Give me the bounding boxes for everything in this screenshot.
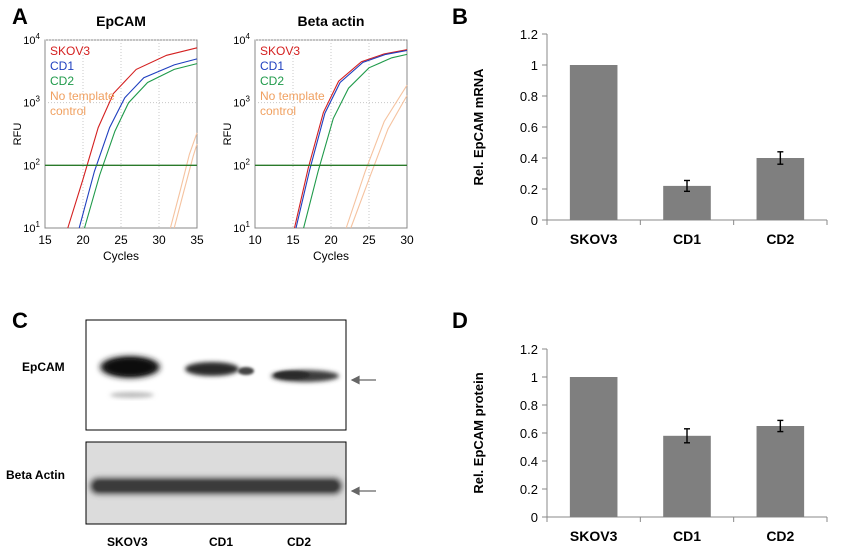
bar-cd2 — [756, 158, 805, 220]
bar-cd1 — [663, 435, 711, 517]
qpcr-x-tick-label: 20 — [76, 233, 90, 247]
qpcr-curve-4 — [345, 84, 408, 229]
qpcr-x-tick-label: 20 — [324, 233, 338, 247]
qpcr-curves — [67, 47, 198, 229]
qpcr-legend-entry: No template — [50, 89, 115, 103]
qpcr-x-tick-label: 25 — [362, 233, 376, 247]
blot-lane-label-cd2: CD2 — [287, 535, 312, 549]
bar-y-tick-label: 0.6 — [520, 426, 538, 441]
blot-row-label-epcam: EpCAM — [22, 360, 65, 374]
bar-category-label: CD2 — [766, 231, 794, 247]
bar-category-label: SKOV3 — [570, 528, 618, 544]
qpcr-y-tick-label: 101 — [23, 220, 40, 235]
panel-label-c: C — [12, 308, 28, 333]
bar-y-tick-label: 0 — [531, 213, 538, 228]
qpcr-legend-entry: control — [50, 104, 86, 118]
qpcr-y-tick-label: 102 — [23, 157, 40, 172]
qpcr-curve-2 — [78, 58, 198, 229]
qpcr-plot-1: EpCAM 15 20 25 30 35 Cycles 101 102 103 104 RFU SKOV… — [12, 13, 204, 263]
bar-y-tick-label: 1 — [531, 370, 538, 385]
bar-y-tick-label: 0.2 — [520, 482, 538, 497]
band-beta-actin — [90, 478, 342, 494]
qpcr-x-tick-label: 25 — [114, 233, 128, 247]
qpcr-legend-entry: CD2 — [50, 74, 74, 88]
panel-label-a: A — [12, 4, 28, 29]
qpcr-legend-entry: CD2 — [260, 74, 284, 88]
band-epcam-skov3 — [100, 356, 160, 378]
qpcr-legend-entry: control — [260, 104, 296, 118]
qpcr-x-tick-label: 35 — [190, 233, 204, 247]
qpcr-legend-entry: CD1 — [50, 59, 74, 73]
arrow-epcam — [350, 375, 376, 385]
qpcr-legend-entry: SKOV3 — [50, 44, 90, 58]
qpcr-y-tick-label: 103 — [23, 95, 40, 110]
bar-y-tick-label: 0.4 — [520, 151, 538, 166]
panel-label-b: B — [452, 4, 468, 29]
qpcr-x-axis-label: Cycles — [103, 249, 139, 263]
qpcr-curve-2 — [295, 49, 408, 229]
mrna-bar-chart: 0 0.2 0.4 0.6 0.8 1 1.2 SKOV3 CD1 CD2 Rel. EpCAM m… — [471, 27, 828, 247]
bar-y-tick-label: 1 — [531, 58, 538, 73]
bar-category-label: CD2 — [766, 528, 794, 544]
error-bar-cd2 — [777, 151, 784, 165]
qpcr-curve-1 — [293, 49, 408, 229]
bar-y-tick-label: 0.8 — [520, 398, 538, 413]
qpcr-curve-1 — [67, 47, 198, 229]
qpcr-curve-3 — [303, 53, 408, 229]
bar-y-tick-label: 1.2 — [520, 342, 538, 357]
qpcr-y-tick-label: 104 — [23, 32, 40, 47]
qpcr-panel: EpCAM 15 20 25 30 35 Cycles 101 102 103 104 RFU SKOV… — [12, 13, 414, 263]
qpcr-curves — [293, 49, 408, 229]
qpcr-y-tick-label: 103 — [233, 95, 250, 110]
qpcr-x-tick-label: 15 — [286, 233, 300, 247]
bar-skov3 — [569, 65, 618, 220]
qpcr-x-tick-label: 10 — [248, 233, 262, 247]
error-bar-cd1 — [684, 428, 690, 444]
bar-y-axis-label: Rel. EpCAM protein — [471, 372, 486, 493]
qpcr-curve-4 — [169, 132, 198, 229]
protein-bar-chart: 0 0.2 0.4 0.6 0.8 1 1.2 SKOV3 CD1 CD2 Rel. EpCAM p… — [471, 342, 828, 544]
blot-lane-label-cd1: CD1 — [209, 535, 234, 549]
qpcr-curve-5 — [173, 143, 198, 229]
band-epcam-skov3-lower — [110, 392, 154, 398]
qpcr-plot-title: Beta actin — [298, 13, 365, 29]
bar-category-label: SKOV3 — [570, 231, 618, 247]
qpcr-curve-5 — [350, 95, 408, 229]
bar-skov3 — [569, 377, 618, 517]
bar-y-axis-label: Rel. EpCAM mRNA — [471, 68, 486, 186]
panel-label-d: D — [452, 308, 468, 333]
bar-y-tick-label: 1.2 — [520, 27, 538, 42]
qpcr-x-tick-label: 30 — [400, 233, 414, 247]
band-epcam-cd2 — [271, 370, 339, 382]
bar-category-label: CD1 — [673, 528, 701, 544]
qpcr-curve-3 — [83, 63, 198, 229]
qpcr-y-axis-label: RFU — [12, 123, 24, 146]
bar-y-tick-label: 0.4 — [520, 454, 538, 469]
qpcr-legend-entry: No template — [260, 89, 325, 103]
band-epcam-cd1 — [185, 362, 254, 376]
qpcr-y-tick-label: 102 — [233, 157, 250, 172]
qpcr-y-tick-label: 101 — [233, 220, 250, 235]
bar-y-tick-label: 0 — [531, 510, 538, 525]
qpcr-legend-entry: CD1 — [260, 59, 284, 73]
blot-lane-label-skov3: SKOV3 — [107, 535, 148, 549]
blot-row-label-beta-actin: Beta Actin — [6, 468, 65, 482]
error-bar-cd2 — [777, 419, 784, 433]
qpcr-y-tick-label: 104 — [233, 32, 250, 47]
qpcr-legend-entry: SKOV3 — [260, 44, 300, 58]
qpcr-x-tick-label: 30 — [152, 233, 166, 247]
qpcr-x-tick-label: 15 — [38, 233, 52, 247]
qpcr-plot-2: Beta actin 10 15 20 25 30 Cycles 101 102 103 104 RF… — [222, 13, 414, 263]
bar-y-tick-label: 0.6 — [520, 120, 538, 135]
qpcr-y-axis-label: RFU — [222, 123, 234, 146]
qpcr-x-axis-label: Cycles — [313, 249, 349, 263]
bar-cd2 — [756, 426, 805, 517]
bar-category-label: CD1 — [673, 231, 701, 247]
error-bar-cd1 — [684, 179, 690, 193]
bar-y-tick-label: 0.8 — [520, 89, 538, 104]
western-blot — [85, 319, 376, 525]
bar-y-tick-label: 0.2 — [520, 182, 538, 197]
qpcr-plot-title: EpCAM — [96, 13, 146, 29]
arrow-beta-actin — [350, 486, 376, 496]
